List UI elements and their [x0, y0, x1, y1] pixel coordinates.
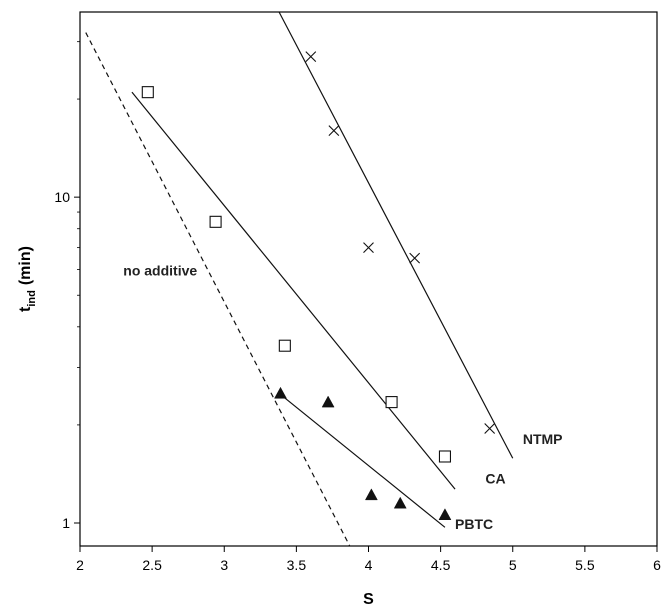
data-point-ntmp — [363, 242, 374, 254]
x-axis-title: S — [363, 591, 374, 606]
x-tick-label: 3 — [220, 557, 228, 573]
fit-line-ntmp — [278, 11, 514, 459]
axis-ticks-layer: 2 2.5 3 3.5 4 4.5 5 5.5 6 1 10 — [54, 41, 661, 573]
series-labels-layer: NTMP CA PBTC no additive — [123, 262, 562, 531]
data-point-pbtc — [364, 488, 378, 501]
fit-line-pbtc — [278, 392, 446, 528]
x-tick-label: 6 — [653, 557, 661, 573]
x-tick-label: 4.5 — [431, 557, 451, 573]
data-point-pbtc — [393, 496, 407, 509]
data-point-ca — [141, 86, 154, 99]
data-point-pbtc — [438, 508, 452, 521]
data-point-ntmp — [305, 51, 317, 62]
series-label-ntmp: NTMP — [523, 431, 563, 447]
data-point-ntmp — [484, 423, 496, 434]
x-tick-label: 5.5 — [575, 557, 595, 573]
fit-line-no-additive — [85, 32, 351, 547]
series-label-ca: CA — [485, 471, 505, 487]
x-tick-label: 4 — [365, 557, 373, 573]
data-point-ca — [278, 339, 291, 352]
y-axis-title-main: t — [17, 306, 34, 312]
y-axis-title-sub: ind — [26, 290, 38, 307]
x-tick-label: 2 — [76, 557, 84, 573]
series-label-no-additive: no additive — [123, 262, 197, 278]
fit-lines-layer — [85, 11, 514, 547]
data-point-ca — [438, 450, 452, 463]
data-point-pbtc — [321, 395, 335, 408]
y-axis-title-unit: (min) — [17, 246, 34, 285]
y-axis-title: tind (min) — [17, 246, 38, 312]
y-tick-label: 1 — [62, 515, 70, 531]
fit-line-ca — [131, 91, 456, 490]
x-tick-label: 5 — [509, 557, 517, 573]
y-tick-label: 10 — [54, 189, 70, 205]
data-points-layer — [141, 51, 496, 521]
data-point-ca — [385, 396, 398, 409]
series-label-pbtc: PBTC — [455, 516, 493, 532]
x-tick-label: 2.5 — [142, 557, 162, 573]
data-point-pbtc — [274, 386, 287, 399]
x-tick-label: 3.5 — [287, 557, 307, 573]
data-point-ntmp — [409, 252, 421, 264]
data-point-ntmp — [328, 125, 340, 137]
data-point-ca — [209, 215, 222, 228]
